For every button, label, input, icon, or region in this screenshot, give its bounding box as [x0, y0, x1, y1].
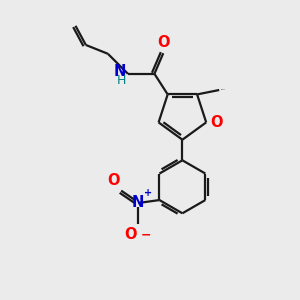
Text: N: N [114, 64, 127, 79]
Text: O: O [157, 35, 169, 50]
Text: O: O [124, 227, 137, 242]
Text: O: O [107, 173, 120, 188]
Text: N: N [132, 196, 144, 211]
Text: methyl: methyl [221, 88, 226, 90]
Text: H: H [117, 74, 127, 87]
Text: O: O [210, 115, 223, 130]
Text: −: − [141, 228, 152, 241]
Text: +: + [144, 188, 152, 198]
